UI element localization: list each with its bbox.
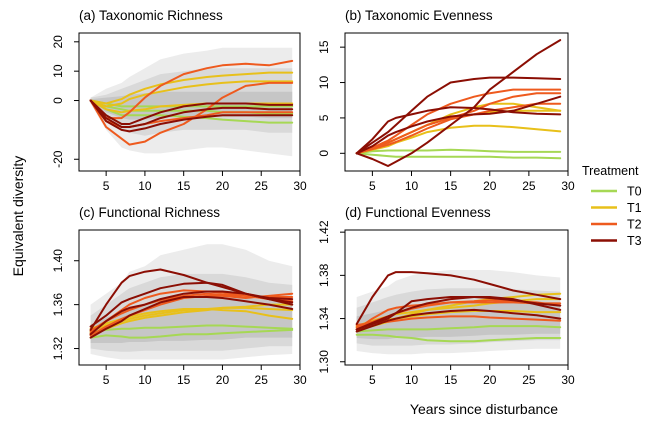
series-line-T3: [89, 290, 294, 336]
plot-frame: [78, 32, 301, 172]
x-tick-label: 25: [255, 373, 269, 387]
legend-item-T0: T0: [591, 185, 642, 199]
legend-label: T2: [627, 218, 642, 232]
legend-title: Treatment: [582, 164, 639, 178]
x-tick-label: 25: [255, 179, 269, 193]
x-tick-label: 30: [561, 179, 575, 193]
plot-area: [89, 47, 294, 157]
series-line-T2: [355, 92, 562, 155]
x-tick-label: 10: [405, 179, 419, 193]
y-tick-label: 1.42: [317, 220, 331, 244]
y-tick-label: 15: [317, 40, 331, 54]
series-line-T1: [355, 124, 562, 155]
y-tick-label: 0: [317, 150, 331, 157]
x-axis-label: Years since disturbance: [410, 401, 558, 417]
x-tick-label: 10: [405, 373, 419, 387]
series-line-T3: [89, 99, 294, 125]
series-line-T1: [89, 80, 294, 108]
series-line-T3: [89, 99, 294, 133]
x-tick-label: 30: [293, 373, 307, 387]
series-line-T3: [355, 308, 562, 333]
series-line-T3: [355, 39, 562, 167]
y-tick-label: 1.38: [317, 263, 331, 287]
y-tick-label: 1.40: [51, 249, 65, 273]
panel-title: (c) Functional Richness: [79, 205, 220, 220]
x-tick-label: 30: [561, 373, 575, 387]
x-tick-label: 15: [444, 373, 458, 387]
series-line-T0: [355, 325, 562, 333]
panel-1: 5 10 15 20 25 30 -20 0 10 20 (a) Taxonomic Richnes…: [51, 8, 307, 193]
x-tick-label: 15: [177, 373, 191, 387]
y-tick-label: -20: [51, 150, 65, 168]
series-line-T1: [89, 71, 294, 105]
legend-item-T3: T3: [591, 234, 642, 248]
x-tick-label: 5: [369, 179, 376, 193]
x-tick-label: 5: [103, 179, 110, 193]
plot-area: [89, 244, 294, 360]
panel-title: (a) Taxonomic Richness: [79, 8, 223, 23]
plot-area: [355, 270, 562, 355]
panel-title: (d) Functional Evenness: [345, 205, 491, 220]
panel-4: 5 10 15 20 25 30 1.30 1.34 1.38 1.42 (d) Functiona…: [317, 205, 575, 387]
series-line-T2: [355, 102, 562, 155]
series-line-T2: [89, 292, 294, 337]
series-line-T3: [355, 271, 562, 325]
y-tick-label: 1.34: [317, 307, 331, 331]
plot-area: [355, 39, 562, 167]
series-line-T0: [89, 328, 294, 339]
legend: Treatment T0 T1 T2 T3: [582, 164, 642, 248]
series-line-T2: [89, 59, 294, 120]
series-line-T2: [89, 81, 294, 146]
series-line-T1: [89, 303, 294, 336]
x-tick-label: 5: [369, 373, 376, 387]
legend-item-T2: T2: [591, 218, 642, 232]
x-tick-label: 30: [293, 179, 307, 193]
legend-label: T3: [627, 234, 642, 248]
series-line-T0: [355, 333, 562, 343]
series-line-T3: [355, 76, 562, 155]
series-line-T3: [89, 296, 294, 339]
legend-label: T0: [627, 185, 642, 199]
x-tick-label: 20: [216, 179, 230, 193]
series-line-T3: [355, 296, 562, 331]
y-tick-label: 10: [317, 76, 331, 90]
series-line-T0: [355, 152, 562, 160]
x-tick-label: 15: [177, 179, 191, 193]
x-tick-label: 20: [483, 373, 497, 387]
series-line-T0: [355, 148, 562, 155]
x-tick-label: 25: [522, 179, 536, 193]
panel-3: 5 10 15 20 25 30 1.32 1.36 1.40 (c) Functional Ri…: [51, 205, 307, 387]
legend-label: T1: [627, 201, 642, 215]
series-line-T3: [355, 95, 562, 155]
panel-2: 5 10 15 20 25 30 0 5 10 15 (b) Taxonomic Evenness: [317, 8, 575, 193]
plot-frame: [344, 32, 569, 172]
y-tick-label: 1.30: [317, 350, 331, 374]
series-line-T0: [89, 324, 294, 334]
plot-frame: [344, 229, 569, 366]
y-tick-label: 10: [51, 64, 65, 78]
plot-frame: [78, 229, 301, 366]
legend-item-T1: T1: [591, 201, 642, 215]
y-axis-label: Equivalent diversity: [10, 156, 26, 277]
x-tick-label: 10: [138, 179, 152, 193]
x-tick-label: 25: [522, 373, 536, 387]
panels: 5 10 15 20 25 30 -20 0 10 20 (a) Taxonomic Richnes…: [51, 8, 575, 387]
series-line-T2: [355, 301, 562, 331]
y-tick-label: 20: [51, 35, 65, 49]
y-tick-label: 5: [317, 114, 331, 121]
y-tick-label: 1.32: [51, 337, 65, 361]
series-line-T3: [89, 99, 294, 128]
y-tick-label: 0: [51, 97, 65, 104]
series-line-T3: [355, 106, 562, 155]
panel-title: (b) Taxonomic Evenness: [345, 8, 493, 23]
x-tick-label: 15: [444, 179, 458, 193]
y-tick-label: 1.36: [51, 293, 65, 317]
x-tick-label: 20: [216, 373, 230, 387]
x-tick-label: 10: [138, 373, 152, 387]
x-tick-label: 5: [103, 373, 110, 387]
x-tick-label: 20: [483, 179, 497, 193]
